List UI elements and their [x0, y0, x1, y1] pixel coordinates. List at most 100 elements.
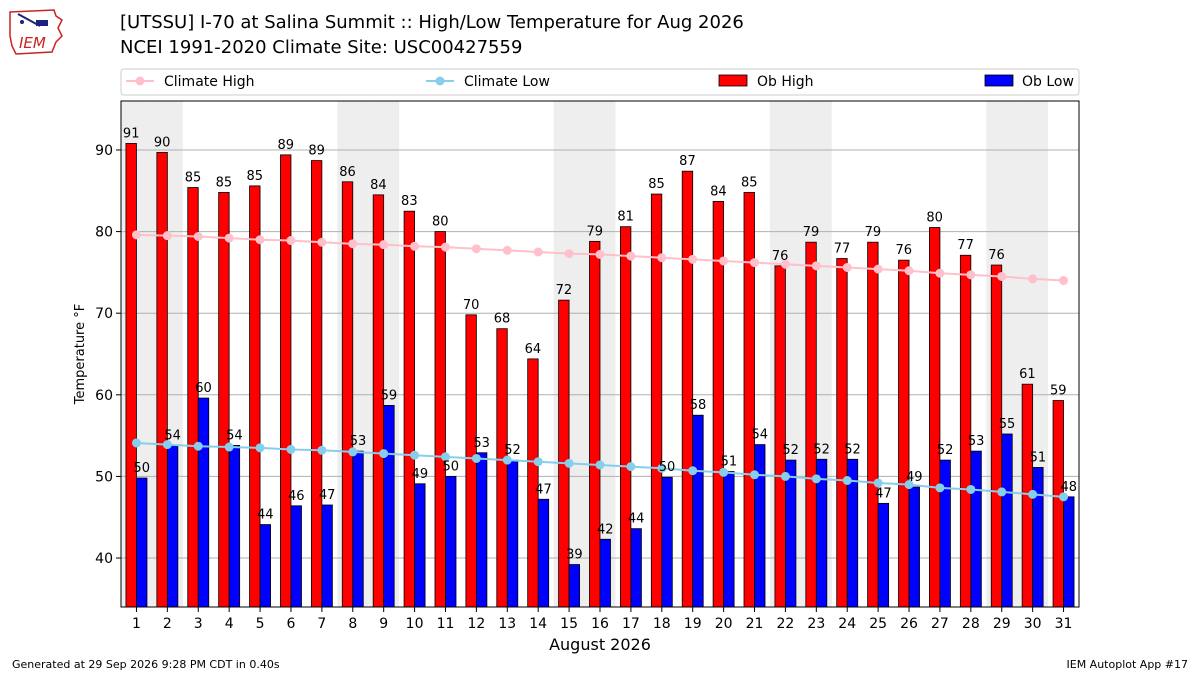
- x-tick-label: 19: [684, 616, 702, 632]
- y-tick-label: 90: [95, 143, 113, 159]
- climate-high-point: [904, 266, 914, 276]
- x-tick-label: 22: [777, 616, 795, 632]
- x-tick-label: 20: [715, 616, 733, 632]
- climate-low-point: [904, 480, 914, 490]
- climate-high-point: [502, 245, 512, 255]
- label-ob-low: 39: [566, 548, 583, 563]
- climate-high-point: [162, 231, 172, 241]
- label-ob-high: 91: [123, 126, 140, 141]
- climate-low-point: [162, 440, 172, 450]
- bar-ob-high: [156, 152, 168, 608]
- label-ob-high: 79: [865, 225, 882, 240]
- climate-high-point: [1059, 276, 1069, 286]
- climate-low-point: [966, 484, 976, 494]
- label-ob-low: 47: [319, 488, 336, 503]
- x-tick-label: 18: [653, 616, 671, 632]
- x-tick-label: 15: [560, 616, 578, 632]
- y-tick-label: 70: [95, 306, 113, 322]
- plot-frame: [120, 100, 1080, 608]
- y-tick-label: 40: [95, 551, 113, 567]
- climate-low-point: [131, 438, 141, 448]
- bar-ob-low: [228, 445, 241, 608]
- bar-ob-low: [506, 459, 519, 608]
- label-ob-high: 89: [277, 138, 294, 153]
- bar-ob-high: [681, 170, 694, 608]
- bar-ob-low: [692, 414, 704, 608]
- label-ob-low: 50: [133, 461, 150, 476]
- label-ob-low: 53: [968, 434, 985, 449]
- x-tick-label: 31: [1055, 616, 1073, 632]
- label-ob-low: 51: [1030, 450, 1047, 465]
- climate-low-point: [471, 453, 481, 463]
- label-ob-low: 42: [597, 522, 614, 537]
- bar-ob-high: [310, 160, 323, 608]
- bar-ob-low: [970, 450, 982, 608]
- climate-low-point: [1059, 492, 1069, 502]
- climate-low-point: [379, 449, 389, 459]
- bar-ob-high: [836, 258, 848, 608]
- x-tick-label: 10: [406, 616, 424, 632]
- label-ob-high: 61: [1019, 367, 1036, 382]
- climate-low-point: [688, 466, 698, 476]
- y-axis-label: Temperature °F: [73, 304, 88, 405]
- x-tick-label: 26: [900, 616, 918, 632]
- plot-area: 4050607080909150905485608554854489468947…: [95, 100, 1080, 632]
- label-ob-low: 44: [628, 512, 645, 527]
- bar-ob-low: [321, 504, 333, 608]
- bar-ob-high: [1052, 400, 1064, 608]
- label-ob-low: 55: [999, 417, 1016, 432]
- bar-ob-high: [743, 192, 755, 608]
- x-tick-label: 23: [807, 616, 825, 632]
- x-tick-label: 1: [132, 616, 141, 632]
- bar-ob-low: [414, 483, 426, 608]
- bar-ob-low: [599, 538, 611, 608]
- x-tick-label: 14: [529, 616, 547, 632]
- chart-legend: Climate High Climate Low Ob High Ob Low: [120, 68, 1080, 96]
- bar-ob-low: [1001, 433, 1013, 608]
- label-ob-low: 60: [195, 381, 212, 396]
- bar-ob-low: [475, 452, 488, 608]
- climate-high-point: [626, 251, 636, 261]
- bar-ob-high: [218, 192, 230, 608]
- label-ob-high: 79: [803, 225, 820, 240]
- climate-high-point: [440, 242, 450, 252]
- climate-high-point: [224, 233, 234, 243]
- label-ob-low: 52: [504, 443, 521, 458]
- chart-subtitle: NCEI 1991-2020 Climate Site: USC00427559: [120, 37, 523, 58]
- label-ob-high: 76: [988, 248, 1005, 263]
- climate-low-point: [997, 487, 1007, 497]
- label-ob-high: 85: [185, 171, 202, 186]
- label-ob-high: 86: [339, 165, 356, 180]
- label-ob-high: 64: [525, 342, 542, 357]
- x-tick-label: 13: [498, 616, 516, 632]
- climate-high-point: [193, 231, 203, 241]
- bar-ob-high: [249, 185, 261, 608]
- label-ob-high: 84: [370, 178, 387, 193]
- climate-low-point: [595, 460, 605, 470]
- label-ob-high: 72: [556, 283, 573, 298]
- bar-ob-low: [290, 505, 302, 608]
- label-ob-high: 84: [710, 184, 727, 199]
- label-ob-low: 47: [535, 482, 552, 497]
- bar-ob-low: [537, 498, 550, 608]
- x-tick-label: 9: [379, 616, 388, 632]
- x-tick-label: 30: [1024, 616, 1042, 632]
- climate-low-point: [317, 445, 327, 455]
- legend-label-climate-high: Climate High: [164, 74, 255, 90]
- x-tick-label: 6: [287, 616, 296, 632]
- label-ob-low: 46: [288, 489, 305, 504]
- x-tick-label: 8: [348, 616, 357, 632]
- climate-low-point: [842, 476, 852, 485]
- x-tick-label: 7: [317, 616, 326, 632]
- climate-high-point: [997, 271, 1007, 281]
- bar-ob-low: [352, 450, 364, 608]
- label-ob-high: 90: [154, 135, 171, 150]
- bar-ob-low: [785, 459, 797, 608]
- label-ob-low: 52: [937, 443, 954, 458]
- climate-high-point: [811, 261, 821, 271]
- climate-low-point: [873, 478, 883, 488]
- bar-ob-high: [619, 226, 632, 608]
- label-ob-low: 58: [690, 398, 707, 413]
- chart-title: [UTSSU] I-70 at Salina Summit :: High/Lo…: [120, 12, 744, 33]
